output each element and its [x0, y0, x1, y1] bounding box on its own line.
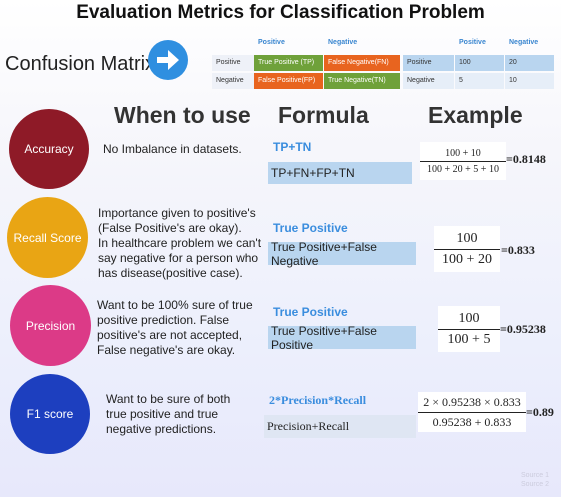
metric-circle-f1: F1 score [10, 374, 90, 454]
result-recall: =0.833 [501, 243, 535, 257]
formula-denominator-accuracy: TP+FN+FP+TN [268, 162, 412, 184]
formula-numerator-recall: True Positive [273, 221, 348, 235]
confusion-matrix-label: Confusion Matrix [5, 53, 156, 75]
example-row-label: Positive [403, 55, 454, 71]
source-line: Source 2 [520, 481, 549, 488]
matrix-col-header: Positive [258, 39, 285, 46]
matrix-cell-tp: True Positive (TP) [254, 55, 323, 71]
when-line: In healthcare problem we can't [98, 236, 262, 250]
example-cell: 10 [505, 73, 554, 89]
when-line: Want to be sure of both [106, 392, 231, 406]
when-line: true positive and true [106, 407, 219, 421]
example-row-label: Negative [403, 73, 454, 89]
when-recall: Importance given to positive's (False Po… [98, 206, 261, 281]
example-fraction-f1: 2 × 0.95238 × 0.833 0.95238 + 0.833 [418, 392, 526, 432]
when-f1: Want to be sure of both true positive an… [106, 392, 230, 437]
result-accuracy: =0.8148 [506, 152, 546, 166]
formula-numerator-precision: True Positive [273, 305, 348, 319]
formula-denominator-recall: True Positive+False Negative [268, 240, 416, 268]
when-line: positive's are not accepted, [97, 328, 243, 342]
when-line: positive prediction. False [97, 313, 230, 327]
when-line: No Imbalance in datasets. [103, 142, 242, 156]
formula-denominator-precision: True Positive+False Positive [268, 324, 416, 352]
metric-circle-accuracy: Accuracy [9, 109, 89, 189]
when-line: False negative's are okay. [97, 343, 236, 357]
example-numerator: 100 [458, 310, 480, 326]
when-line: (False Positive's are okay). [98, 221, 242, 235]
example-denominator: 100 + 20 [442, 251, 492, 267]
example-numerator: 100 + 10 [445, 147, 481, 159]
when-line: say negative for a person who [98, 251, 259, 265]
when-line: negative predictions. [106, 422, 217, 436]
metric-circle-recall: Recall Score [7, 197, 88, 278]
example-cell: 20 [505, 55, 554, 71]
formula-denominator-f1: Precision+Recall [264, 415, 416, 438]
page-title: Evaluation Metrics for Classification Pr… [76, 2, 485, 23]
when-line: Want to be 100% sure of true [97, 298, 253, 312]
example-denominator: 0.95238 + 0.833 [432, 414, 512, 429]
header-when-to-use: When to use [114, 102, 251, 128]
header-formula: Formula [278, 102, 369, 128]
formula-numerator-f1: 2*Precision*Recall [269, 393, 367, 407]
example-numerator: 2 × 0.95238 × 0.833 [423, 394, 521, 409]
header-example: Example [428, 102, 523, 128]
example-cell: 5 [455, 73, 504, 89]
when-line: Importance given to positive's [98, 206, 256, 220]
example-fraction-accuracy: 100 + 10 100 + 20 + 5 + 10 [420, 142, 506, 180]
when-precision: Want to be 100% sure of true positive pr… [97, 298, 253, 358]
result-precision: =0.95238 [500, 322, 546, 336]
source-note: Source 1 Source 2 [521, 471, 549, 489]
example-cell: 100 [455, 55, 504, 71]
matrix-row-label: Positive [212, 55, 254, 71]
metric-circle-precision: Precision [10, 285, 91, 366]
example-col-header: Negative [509, 39, 539, 46]
result-f1: =0.89 [526, 405, 554, 419]
matrix-cell-fp: False Positive(FP) [254, 73, 323, 89]
arrow-right-icon [148, 40, 188, 80]
matrix-row-label: Negative [212, 73, 254, 89]
formula-numerator-accuracy: TP+TN [273, 140, 312, 154]
matrix-col-header: Negative [328, 39, 358, 46]
source-line: Source 1 [520, 472, 549, 479]
example-fraction-recall: 100 100 + 20 [434, 226, 500, 272]
when-accuracy: No Imbalance in datasets. [103, 142, 242, 157]
example-col-header: Positive [459, 39, 486, 46]
example-fraction-precision: 100 100 + 5 [438, 306, 500, 352]
matrix-cell-tn: True Negative(TN) [324, 73, 400, 89]
example-numerator: 100 [456, 230, 478, 246]
matrix-cell-fn: False Negative(FN) [324, 55, 400, 71]
example-denominator: 100 + 20 + 5 + 10 [427, 163, 499, 175]
when-line: has disease(positive case). [98, 266, 243, 280]
example-denominator: 100 + 5 [447, 331, 491, 347]
